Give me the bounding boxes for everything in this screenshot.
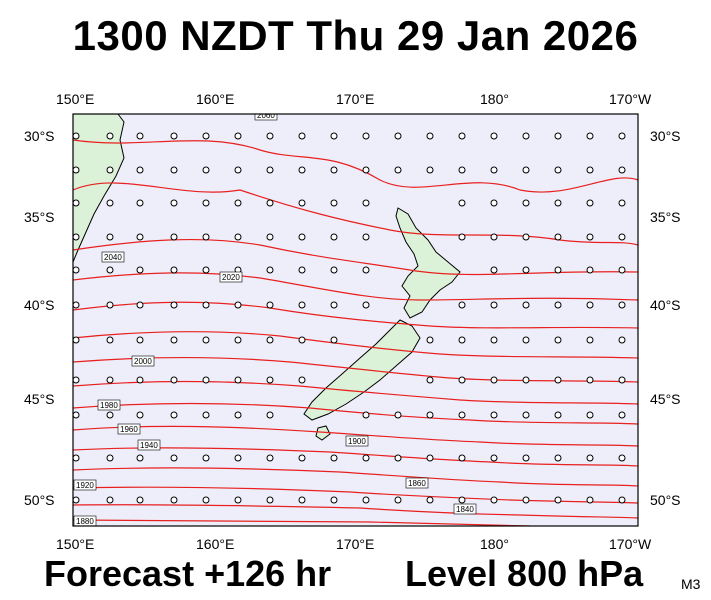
lat-label-right: 35°S [650,209,681,225]
contour-label: 2000 [134,357,152,366]
lat-label-left: 30°S [24,128,55,144]
lon-label-bottom: 170°W [609,536,652,552]
contour-label: 1840 [456,505,474,514]
contour-label: 1920 [76,481,94,490]
right-lat-labels: 30°S 35°S 40°S 45°S 50°S [650,128,681,508]
lat-label-right: 40°S [650,297,681,313]
model-code: M3 [681,576,701,592]
lon-label-top: 150°E [56,91,94,107]
bottom-lon-labels: 150°E 160°E 170°E 180° 170°W [56,536,652,552]
contour-label: 1940 [140,441,158,450]
lon-label-top: 160°E [196,91,234,107]
contour-label: 1880 [76,517,94,526]
wind-barbs [73,132,626,504]
lat-label-right: 30°S [650,128,681,144]
stewart-island [315,425,331,441]
lon-label-bottom: 160°E [196,536,234,552]
wind-barb-row [73,336,626,344]
contour-label: 1900 [348,437,366,446]
forecast-label: Forecast +126 hr [44,553,332,594]
top-lon-labels: 150°E 160°E 170°E 180° 170°W [56,91,652,107]
lat-label-right: 45°S [650,391,681,407]
north-island [395,207,461,319]
wind-barb-row [73,199,626,207]
wind-barb-row [73,411,626,419]
lon-label-top: 180° [480,91,509,107]
height-contours [73,139,638,526]
lon-label-bottom: 170°E [336,536,374,552]
lat-label-left: 40°S [24,297,55,313]
contour-label: 2020 [222,273,240,282]
lat-label-left: 35°S [24,209,55,225]
contour-label: 1860 [408,479,426,488]
level-label: Level 800 hPa [405,553,644,594]
lat-label-right: 50°S [650,492,681,508]
wind-barb-row [73,266,626,274]
lon-label-top: 170°W [609,91,652,107]
australia-landmass [73,114,125,263]
contour-label: 1960 [120,425,138,434]
map-title: 1300 NZDT Thu 29 Jan 2026 [72,12,639,59]
left-lat-labels: 30°S 35°S 40°S 45°S 50°S [24,128,55,508]
lon-label-top: 170°E [336,91,374,107]
map-frame [72,113,639,527]
lon-label-bottom: 150°E [56,536,94,552]
wind-barb-row [73,301,626,309]
lat-label-left: 45°S [24,391,55,407]
wind-barb-row [73,376,626,384]
contour-label: 1980 [100,401,118,410]
contour-labels: 2060 2040 2020 2000 1980 1960 1940 1920 … [73,111,477,526]
lat-label-left: 50°S [24,492,55,508]
wind-barb-row [73,132,626,140]
wind-barb-row [73,496,626,504]
wind-barb-row [73,166,626,174]
contour-label: 2060 [257,111,275,120]
lon-label-bottom: 180° [480,536,509,552]
contour-label: 2040 [104,253,122,262]
wind-barb-row [73,233,626,241]
wind-barb-row [73,454,626,462]
